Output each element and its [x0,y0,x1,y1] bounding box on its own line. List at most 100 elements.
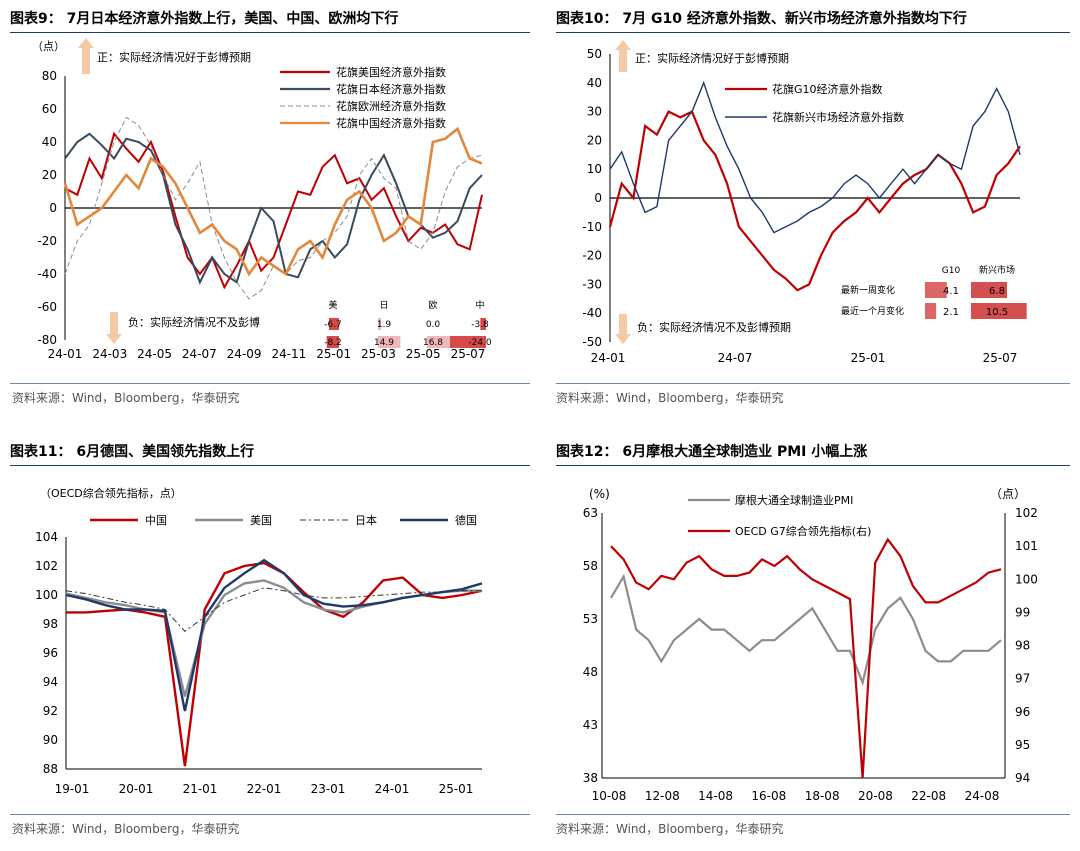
chart12-ytick-right-label: 99 [1015,605,1030,619]
chart9-table-bar [450,336,486,348]
chart9-xtick-label: 24-03 [92,347,127,361]
chart10-table-row-label: 最近一个月变化 [841,305,904,317]
chart9-legend-label-2: 花旗欧洲经济意外指数 [336,99,446,113]
chart12-unit-right: （点） [990,487,1026,501]
chart9-series-line-3 [63,126,483,277]
chart10-ytick-label: 0 [594,191,602,205]
chart12-xtick-label: 20-08 [858,789,893,803]
chart11-series-line-0 [66,561,483,767]
chart11-ytick-label: 90 [43,733,58,747]
chart9-title-rule [10,32,530,33]
chart12-xtick-label: 18-08 [805,789,840,803]
chart11-xtick-label: 20-01 [119,782,154,796]
chart11-xtick-label: 25-01 [439,782,474,796]
chart12-ytick-right-label: 94 [1015,771,1030,785]
chart9-xtick-label: 25-01 [316,347,351,361]
chart10-ytick-label: 10 [587,162,602,176]
chart11-ytick-label: 96 [43,646,58,660]
chart11-ytick-label: 88 [43,762,58,776]
chart9-table-header: 欧 [428,299,437,311]
chart11-ytick-label: 98 [43,617,58,631]
chart10-title-rule [556,32,1070,33]
chart9-ytick-label: 80 [42,69,57,83]
chart9-table-value: -8.2 [324,338,342,348]
chart11-legend-label-0: 中国 [145,514,167,527]
chart9-annotation-up: 正：实际经济情况好于彭博预期 [97,50,251,64]
chart10-up-arrow [615,40,631,72]
chart12-xtick-label: 22-08 [911,789,946,803]
chart10-legend-label-1: 花旗新兴市场经济意外指数 [772,110,904,124]
chart12-legend-label-0: 摩根大通全球制造业PMI [735,493,853,507]
chart10-annotation-down: 负：实际经济情况不及彭博预期 [637,320,791,334]
chart12-title: 图表12： 6月摩根大通全球制造业 PMI 小幅上涨 [556,444,868,460]
chart12-bottom-rule [556,814,1070,815]
chart9-ytick-label: -80 [37,333,57,347]
chart9-xtick-label: 24-05 [137,347,172,361]
chart11-series-line-2 [65,587,482,632]
chart10-table-row-label: 最新一周变化 [841,284,895,296]
chart10-table-bar [971,282,1008,298]
chart9-legend-label-1: 花旗日本经济意外指数 [336,82,446,96]
chart9-xtick-label: 25-07 [451,347,486,361]
chart9-title: 图表9： 7月日本经济意外指数上行，美国、中国、欧洲均下行 [10,11,399,27]
chart12-xtick-label: 24-08 [965,789,1000,803]
chart11-title: 图表11： 6月德国、美国领先指数上行 [10,444,255,460]
chart11-ytick-label: 92 [43,704,58,718]
chart9-table-value: 16.8 [423,338,443,348]
chart9-xtick-label: 24-01 [48,347,83,361]
chart11-legend-label-1: 美国 [250,514,272,527]
chart11-ytick-label: 100 [35,588,58,602]
chart10-ytick-label: 40 [587,76,602,90]
chart12-ytick-right-label: 98 [1015,639,1030,653]
chart9-table-value: 0.0 [426,320,441,330]
chart11-bottom-rule [10,814,530,815]
chart10-xtick-label: 25-07 [983,351,1018,365]
chart10-plot: 50 40 30 20 10 0 -10 -20 -30 -40 -50 24-01 24-07 25-0… [582,40,1027,365]
chart12-ytick-left-label: 38 [583,771,598,785]
chart9-source: 资料来源：Wind，Bloomberg，华泰研究 [12,391,240,405]
chart12-series-line-1 [610,537,1002,779]
chart9-table-bar [326,336,339,348]
chart10-series-line-1 [609,80,1021,234]
chart9-table-header: 日 [379,300,388,311]
chart10-ytick-label: 50 [587,47,602,61]
chart10-ytick-label: -40 [582,306,602,320]
chart11-xtick-label: 19-01 [55,782,90,796]
chart9-table-bar [480,318,486,330]
chart12-ytick-right-label: 97 [1015,672,1030,686]
chart11-series-line-3 [65,558,483,712]
chart9-table-value: 1.9 [377,320,392,330]
chart12-xtick-label: 10-08 [592,789,627,803]
chart12-ytick-right-label: 101 [1015,539,1038,553]
chart9-ytick-label: -40 [37,267,57,281]
chart12-title-rule [556,465,1070,466]
chart9-table-header: 中 [475,299,484,311]
chart10-legend-label-0: 花旗G10经济意外指数 [772,82,883,96]
chart10-table-bar [925,282,947,298]
chart9-table-value: 14.9 [374,338,394,348]
chart12-ytick-right-label: 102 [1015,506,1038,520]
chart10-table-header: G10 [942,266,961,276]
chart12-legend-label-1: OECD G7综合领先指标(右) [735,524,871,538]
chart10-ytick-label: -10 [582,220,602,234]
chart9-ytick-label: 40 [42,135,57,149]
chart11-xtick-label: 22-01 [247,782,282,796]
chart10-ytick-label: 30 [587,105,602,119]
chart9-ytick-label: -60 [37,300,57,314]
chart9-table-header: 美 [328,299,337,311]
chart9-legend-label-3: 花旗中国经济意外指数 [336,116,446,130]
chart9-xtick-label: 25-05 [406,347,441,361]
chart11-title-rule [10,465,530,466]
chart9-table-value: -3.8 [471,320,489,330]
chart11-source: 资料来源：Wind，Bloomberg，华泰研究 [12,822,240,836]
chart10-table-value: 6.8 [989,286,1005,297]
chart9-ytick-label: 60 [42,102,57,116]
chart12-ytick-left-label: 43 [583,718,598,732]
chart9-series-line-2 [64,116,483,300]
chart9-series-line-0 [64,131,483,290]
chart11-legend-label-2: 日本 [355,513,377,527]
chart11-series-line-1 [65,579,482,697]
chart12-series-line-0 [610,573,1002,687]
chart9-down-arrow [106,312,122,344]
chart11-xtick-label: 24-01 [375,782,410,796]
